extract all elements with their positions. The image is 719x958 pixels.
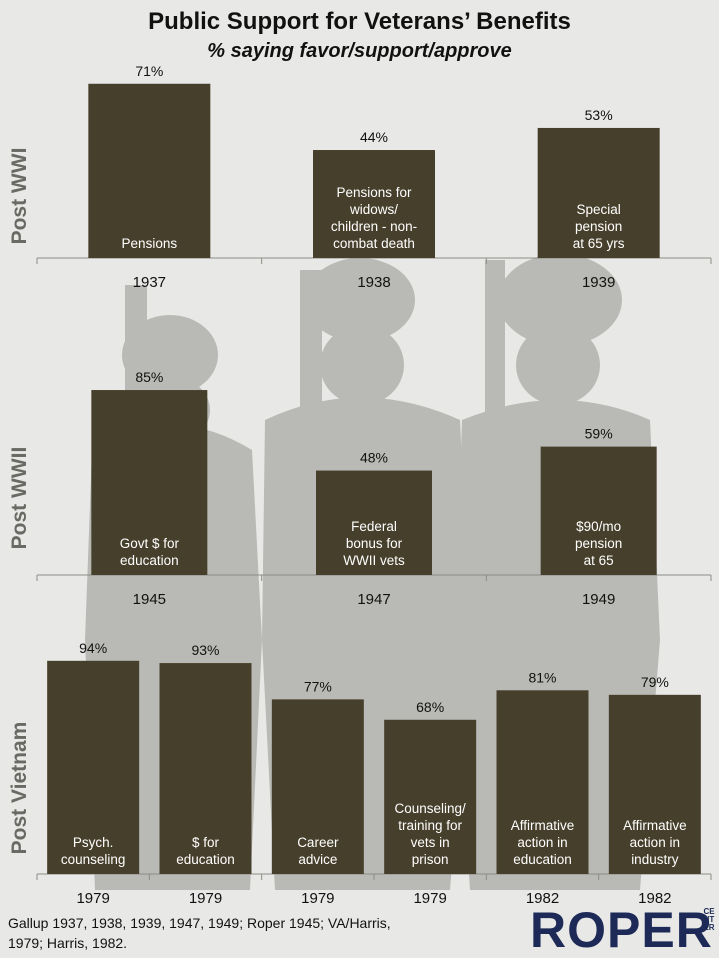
bar-label: Affirmative [511,818,575,833]
data-label: 94% [79,640,107,656]
bar-label: Pensions for [336,185,412,200]
bar-label: prison [412,852,449,867]
bar-label: action in [517,835,567,850]
bar-label: education [120,553,179,568]
bar-label: action in [630,835,680,850]
bar-label: pension [575,219,622,234]
data-label: 44% [360,129,388,145]
bar-label: pension [575,536,622,551]
data-label: 81% [528,669,556,685]
bar-label: education [176,852,235,867]
bar-post-wwii-1 [91,390,208,575]
bar-label: advice [298,852,337,867]
bar-label: Govt $ for [120,536,180,551]
bar-post-vietnam-5 [496,690,589,874]
source-note: Gallup 1937, 1938, 1939, 1947, 1949; Rop… [8,915,391,951]
data-label: 68% [416,699,444,715]
bar-label: $ for [192,835,220,850]
bar-label: WWII vets [343,553,405,568]
bar-post-wwi-2 [313,150,435,258]
bar-label: Career [297,835,339,850]
bar-label: training for [398,818,462,833]
bar-label: vets in [411,835,450,850]
bar-label: at 65 [584,553,614,568]
x-tick-label: 1979 [301,890,334,907]
bar-label: Federal [351,519,397,534]
panel-label-post-wwi: Post WWI [8,148,31,245]
data-label: 77% [304,678,332,694]
x-tick-label: 1945 [133,591,166,608]
x-tick-label: 1982 [638,890,671,907]
data-label: 59% [585,426,613,442]
roper-logo: ROPER [530,902,713,958]
bar-label: Counseling/ [395,801,467,816]
data-label: 71% [135,63,163,79]
bar-label: widows/ [349,202,398,217]
bar-post-vietnam-6 [608,694,701,874]
bar-post-wwi-1 [88,83,211,259]
bar-label: Special [577,202,621,217]
bar-label: bonus for [346,536,403,551]
panel-label-post-wwii: Post WWII [8,447,31,550]
bar-label: at 65 yrs [573,236,625,251]
bar-post-wwii-2 [316,470,432,575]
x-tick-label: 1982 [526,890,559,907]
panel-label-post-vietnam: Post Vietnam [8,722,31,855]
bar-label: education [513,852,572,867]
bar-post-vietnam-3 [271,699,364,874]
data-label: 79% [641,674,669,690]
bar-label: Affirmative [623,818,687,833]
bar-label: Pensions [122,236,178,251]
roper-logo-subtext: CENTER [703,907,715,932]
bar-post-wwii-3 [540,446,657,575]
bar-post-vietnam-1 [47,660,140,874]
bar-label: children - non- [331,219,417,234]
x-tick-label: 1947 [357,591,390,608]
bar-label: counseling [61,852,126,867]
data-label: 48% [360,450,388,466]
x-tick-label: 1979 [189,890,222,907]
data-label: 53% [585,107,613,123]
data-label: 93% [191,642,219,658]
x-tick-label: 1979 [413,890,446,907]
x-tick-label: 1939 [582,274,615,291]
bar-label: combat death [333,236,415,251]
bar-label: Psych. [73,835,114,850]
bar-post-vietnam-2 [159,663,252,874]
bar-post-wwi-3 [537,127,660,258]
x-tick-label: 1937 [133,274,166,291]
bar-post-vietnam-4 [384,719,477,874]
x-tick-label: 1979 [76,890,109,907]
bar-label: industry [631,852,679,867]
x-tick-label: 1949 [582,591,615,608]
chart-subtitle: % saying favor/support/approve [207,40,512,62]
x-tick-label: 1938 [357,274,390,291]
chart-title: Public Support for Veterans’ Benefits [148,8,571,35]
data-label: 85% [135,369,163,385]
bar-label: $90/mo [576,519,621,534]
